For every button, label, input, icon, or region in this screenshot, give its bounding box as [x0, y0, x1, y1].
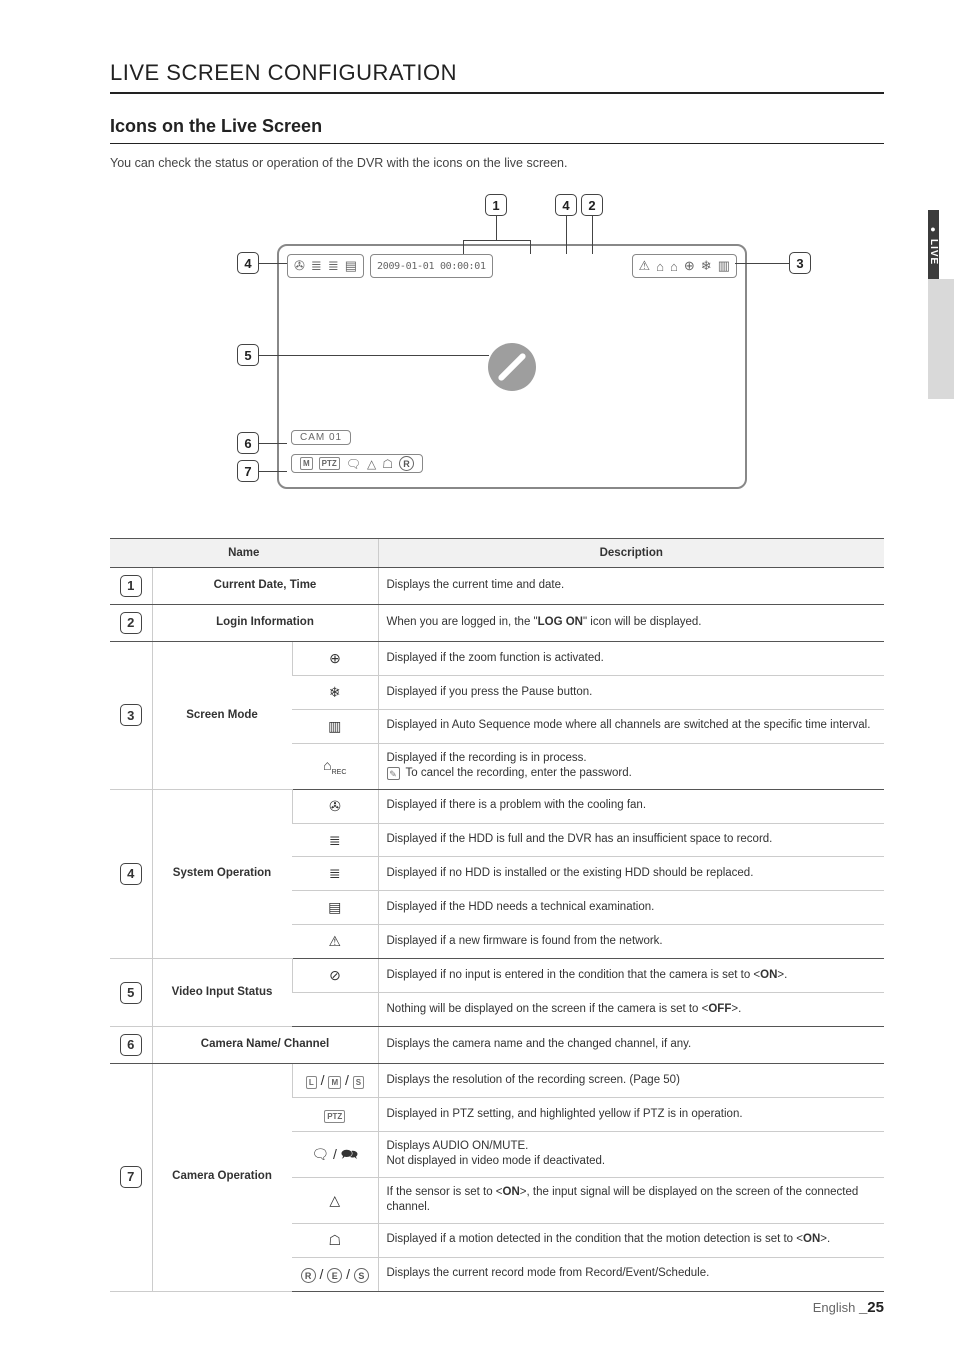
callout-7: 7: [237, 460, 259, 482]
row-name: Screen Mode: [152, 642, 292, 790]
row-icon: △: [292, 1177, 378, 1223]
row-name: Video Input Status: [152, 959, 292, 1027]
row-num: 5: [110, 959, 152, 1027]
callout-4-top: 4: [555, 194, 577, 216]
row-desc: Displays the camera name and the changed…: [378, 1026, 884, 1063]
row-icon: ⊕: [292, 642, 378, 676]
row-icon: [292, 993, 378, 1027]
camera-label: CAM 01: [291, 430, 351, 445]
page-footer: English _25: [813, 1299, 884, 1316]
row-desc: Displayed if no HDD is installed or the …: [378, 857, 884, 891]
row-num: 7: [110, 1063, 152, 1291]
row-icon: ⊘: [292, 959, 378, 993]
row-icon: ⚠: [292, 925, 378, 959]
row-desc: Displayed if the HDD is full and the DVR…: [378, 823, 884, 857]
intro-text: You can check the status or operation of…: [110, 156, 884, 170]
footer-lang: English: [813, 1300, 856, 1315]
callout-5: 5: [237, 344, 259, 366]
topbar-date: 2009-01-01 00:00:01: [370, 254, 493, 278]
row-desc: Nothing will be displayed on the screen …: [378, 993, 884, 1027]
row-desc: Displays the resolution of the recording…: [378, 1063, 884, 1097]
row-icon: L / M / S: [292, 1063, 378, 1097]
th-name: Name: [110, 539, 378, 568]
description-table: Name Description 1Current Date, TimeDisp…: [110, 538, 884, 1292]
row-icon: ☖: [292, 1223, 378, 1257]
footer-page: _25: [859, 1299, 884, 1316]
topbar: ✇≣≣▤ 2009-01-01 00:00:01 ⚠⌂⌂⊕❄▥: [287, 254, 737, 278]
row-icon: R / E / S: [292, 1257, 378, 1291]
callout-3: 3: [789, 252, 811, 274]
section-title: LIVE SCREEN CONFIGURATION: [110, 60, 884, 94]
row-icon: ✇: [292, 789, 378, 823]
row-desc: If the sensor is set to <ON>, the input …: [378, 1177, 884, 1223]
row-name: Camera Operation: [152, 1063, 292, 1291]
row-desc: Displayed if you press the Pause button.: [378, 675, 884, 709]
callout-4-left: 4: [237, 252, 259, 274]
row-desc: Displayed if the recording is in process…: [378, 743, 884, 789]
callout-6: 6: [237, 432, 259, 454]
row-desc: Displays the current record mode from Re…: [378, 1257, 884, 1291]
row-desc: Displayed if the zoom function is activa…: [378, 642, 884, 676]
row-icon: ▥: [292, 709, 378, 743]
row-desc: Displayed if no input is entered in the …: [378, 959, 884, 993]
callout-1: 1: [485, 194, 507, 216]
row-desc: Displayed in Auto Sequence mode where al…: [378, 709, 884, 743]
side-tab-spacer: [928, 279, 954, 399]
row-desc: Displayed if a motion detected in the co…: [378, 1223, 884, 1257]
row-num: 6: [110, 1026, 152, 1063]
side-tab-label: ●LIVE: [928, 210, 939, 279]
row-icon: ≣: [292, 857, 378, 891]
row-icon: ⌂REC: [292, 743, 378, 789]
no-input-icon: [488, 343, 536, 391]
row-name: System Operation: [152, 789, 292, 958]
row-icon: ▤: [292, 891, 378, 925]
row-icon: ❄: [292, 675, 378, 709]
row-desc: Displays the current time and date.: [378, 568, 884, 605]
row-num: 4: [110, 789, 152, 958]
topbar-left-group: ✇≣≣▤: [287, 254, 364, 278]
row-desc: Displays AUDIO ON/MUTE.Not displayed in …: [378, 1131, 884, 1177]
row-desc: Displayed in PTZ setting, and highlighte…: [378, 1097, 884, 1131]
row-icon: 🗨 / 🗪: [292, 1131, 378, 1177]
row-icon: ≣: [292, 823, 378, 857]
callout-2: 2: [581, 194, 603, 216]
row-icon: PTZ: [292, 1097, 378, 1131]
row-num: 2: [110, 605, 152, 642]
th-desc: Description: [378, 539, 884, 568]
row-desc: When you are logged in, the "LOG ON" ico…: [378, 605, 884, 642]
topbar-right-group: ⚠⌂⌂⊕❄▥: [632, 254, 737, 278]
row-name: Camera Name/ Channel: [152, 1026, 378, 1063]
row-desc: Displayed if a new firmware is found fro…: [378, 925, 884, 959]
camera-ops-bar: M PTZ 🗨 △ ☖ R: [291, 454, 423, 473]
row-name: Login Information: [152, 605, 378, 642]
row-desc: Displayed if there is a problem with the…: [378, 789, 884, 823]
row-num: 1: [110, 568, 152, 605]
screen-frame: ✇≣≣▤ 2009-01-01 00:00:01 ⚠⌂⌂⊕❄▥ CAM 01 M…: [277, 244, 747, 489]
row-num: 3: [110, 642, 152, 790]
subheading: Icons on the Live Screen: [110, 116, 884, 144]
side-tab: ●LIVE: [928, 210, 954, 430]
row-desc: Displayed if the HDD needs a technical e…: [378, 891, 884, 925]
live-screen-diagram: 1 4 2 4 3 5 6 7 ✇≣≣▤ 2009-01-01: [157, 194, 837, 504]
row-name: Current Date, Time: [152, 568, 378, 605]
